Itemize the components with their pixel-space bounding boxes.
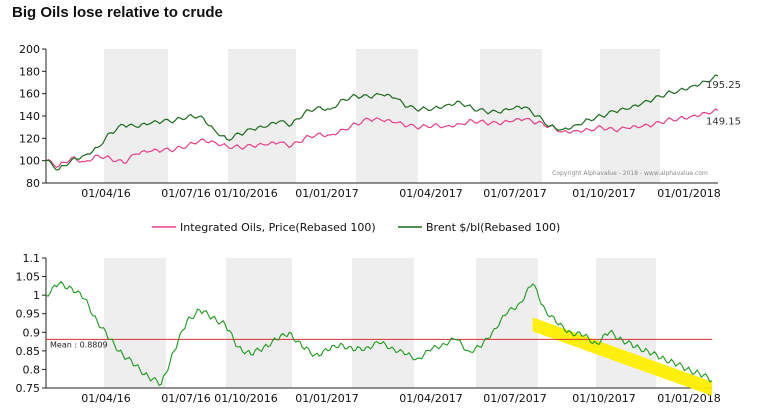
top-quarter-band	[228, 49, 296, 183]
bottom-x-tick-label: 01/10/2016	[214, 392, 277, 405]
top-quarter-band	[104, 49, 168, 183]
top-quarter-band	[600, 49, 660, 183]
top-x-tick-label: 01/10/2017	[572, 187, 635, 200]
bottom-x-tick-label: 01/07/16	[161, 392, 210, 405]
highlight-band	[532, 317, 712, 396]
top-x-tick-label: 01/07/2017	[483, 187, 546, 200]
top-x-tick-label: 01/07/16	[161, 187, 210, 200]
legend-brent-label: Brent $/bl(Rebased 100)	[426, 221, 560, 234]
brent-end-label: 195.25	[706, 80, 741, 91]
bottom-y-tick-label: 0.75	[16, 382, 41, 395]
bottom-x-tick-label: 01/01/2018	[657, 392, 720, 405]
bottom-x-tick-label: 01/07/2017	[483, 392, 546, 405]
top-quarter-band	[480, 49, 542, 183]
bottom-x-tick-label: 01/10/2017	[572, 392, 635, 405]
bottom-chart: 0.75 0.8 0.85 0.9 0.95 1 1.05 1.1 01/04/16 01/07/…	[16, 252, 721, 405]
bottom-y-tick-label: 1	[33, 289, 40, 302]
bottom-quarter-band	[226, 258, 292, 388]
bottom-y-tick-label: 1.1	[23, 252, 41, 265]
legend: Integrated Oils, Price(Rebased 100) Brent…	[152, 221, 560, 234]
top-y-tick-label: 100	[19, 155, 40, 168]
bottom-x-tick-label: 01/01/2017	[295, 392, 358, 405]
bottom-x-tick-label: 01/04/16	[81, 392, 130, 405]
oils-series-line	[45, 108, 719, 168]
bottom-y-tick-label: 0.95	[16, 308, 41, 321]
brent-series-line	[45, 74, 719, 171]
bottom-x-tick-label: 01/04/2017	[399, 392, 462, 405]
ratio-series-line	[45, 280, 713, 387]
top-watermark: Copyright Alphavalue - 2018 - www.alphav…	[552, 170, 708, 177]
top-x-tick-label: 01/04/2017	[399, 187, 462, 200]
top-y-tick-label: 200	[19, 43, 40, 56]
top-y-tick-label: 140	[19, 110, 40, 123]
top-chart: 80 100 120 140 160 180 200 01/04/16 01/07/16 01/1…	[19, 43, 741, 200]
bottom-quarter-band	[104, 258, 166, 388]
bottom-quarter-band	[476, 258, 538, 388]
bottom-quarter-band	[352, 258, 414, 388]
page-title: Big Oils lose relative to crude	[12, 4, 223, 21]
top-quarter-band	[356, 49, 418, 183]
oils-end-label: 149.15	[706, 116, 741, 127]
top-x-tick-label: 01/10/2016	[214, 187, 277, 200]
bottom-y-tick-label: 0.85	[16, 345, 41, 358]
top-y-tick-label: 120	[19, 132, 40, 145]
top-y-tick-label: 180	[19, 65, 40, 78]
bottom-y-tick-label: 1.05	[16, 271, 41, 284]
top-y-tick-label: 80	[26, 177, 40, 190]
legend-oils-label: Integrated Oils, Price(Rebased 100)	[180, 221, 376, 234]
bottom-y-tick-label: 0.8	[23, 363, 41, 376]
top-x-tick-label: 01/01/2017	[295, 187, 358, 200]
top-x-tick-label: 01/04/16	[81, 187, 130, 200]
bottom-y-tick-label: 0.9	[23, 326, 41, 339]
top-y-tick-label: 160	[19, 88, 40, 101]
mean-label: Mean : 0.8809	[50, 340, 108, 349]
top-x-tick-label: 01/01/2018	[657, 187, 720, 200]
